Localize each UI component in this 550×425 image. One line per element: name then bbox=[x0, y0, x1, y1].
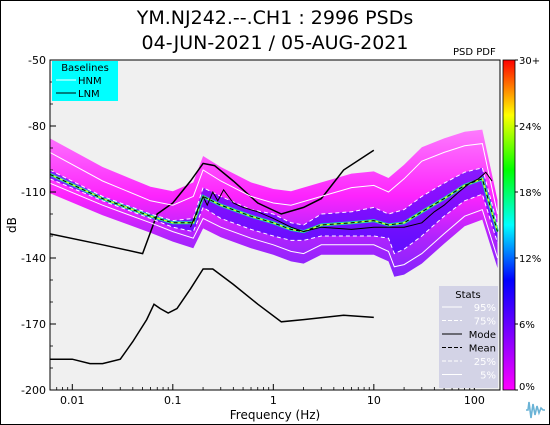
colorbar-tick-label: 0% bbox=[519, 382, 535, 393]
chart-title-line2: 04-JUN-2021 / 05-AUG-2021 bbox=[141, 32, 409, 54]
x-tick-label: 1 bbox=[270, 394, 277, 407]
pdf-core bbox=[50, 167, 498, 254]
series-line-95pct bbox=[50, 143, 498, 215]
baselines-legend-title: Baselines bbox=[61, 63, 109, 74]
stats-entry-95pct: 95% bbox=[474, 303, 496, 314]
series-line-lnm bbox=[50, 268, 374, 365]
series-line-mode bbox=[190, 171, 493, 233]
stats-entry-25pct: 25% bbox=[474, 357, 496, 368]
psd-pdf-label: PSD PDF bbox=[453, 47, 496, 58]
y-tick-label: -170 bbox=[21, 318, 46, 331]
series-line-25pct bbox=[50, 178, 498, 255]
app-logo bbox=[524, 398, 546, 420]
series-layer bbox=[50, 143, 498, 365]
stats-entry-mode: Mode bbox=[469, 330, 496, 341]
y-axis-label: dB bbox=[5, 217, 19, 233]
y-tick-label: -50 bbox=[28, 54, 46, 67]
stats-entry-75pct: 75% bbox=[474, 317, 496, 328]
colorbar: 30+ 24% 18% 12% 6% 0% bbox=[502, 56, 541, 393]
legend-entry-lnm: LNM bbox=[78, 89, 100, 100]
y-tick-label: -80 bbox=[28, 120, 46, 133]
stats-legend: Stats 95% 75% Mode Mean 25% 5% bbox=[439, 286, 498, 388]
colorbar-tick-label: 30+ bbox=[519, 56, 540, 67]
axes-layer: 0.01 0.1 1 10 100 -50 -80 -110 -140 -170 -200 bbox=[21, 54, 485, 407]
baselines-legend: Baselines HNM LNM bbox=[52, 61, 118, 101]
series-line-75pct bbox=[50, 167, 498, 226]
x-tick-label: 0.1 bbox=[164, 394, 182, 407]
baselines-legend-background bbox=[52, 61, 118, 101]
x-tick-label: 100 bbox=[464, 394, 485, 407]
chart-title-line1: YM.NJ242.--.CH1 : 2996 PSDs bbox=[136, 7, 414, 29]
stats-entry-mean: Mean bbox=[469, 344, 496, 355]
colorbar-tick-label: 24% bbox=[519, 122, 541, 133]
x-tick-label: 10 bbox=[367, 394, 381, 407]
series-line-5pct bbox=[50, 182, 498, 268]
colorbar-gradient bbox=[502, 59, 516, 391]
legend-entry-hnm: HNM bbox=[78, 76, 102, 87]
waveform-icon bbox=[526, 401, 545, 419]
y-tick-label: -110 bbox=[21, 186, 46, 199]
y-tick-label: -200 bbox=[21, 384, 46, 397]
x-tick-label: 0.01 bbox=[60, 394, 85, 407]
stats-entry-5pct: 5% bbox=[480, 371, 496, 382]
colorbar-tick-label: 6% bbox=[519, 320, 535, 331]
series-line-mean bbox=[50, 173, 498, 233]
colorbar-tick-label: 12% bbox=[519, 254, 541, 265]
stats-legend-title: Stats bbox=[455, 290, 481, 301]
y-tick-label: -140 bbox=[21, 252, 46, 265]
series-line-hnm bbox=[50, 149, 375, 255]
stats-legend-background bbox=[439, 286, 498, 388]
plot-border bbox=[49, 59, 501, 391]
colorbar-tick-label: 18% bbox=[519, 188, 541, 199]
x-axis-label: Frequency (Hz) bbox=[230, 408, 321, 422]
